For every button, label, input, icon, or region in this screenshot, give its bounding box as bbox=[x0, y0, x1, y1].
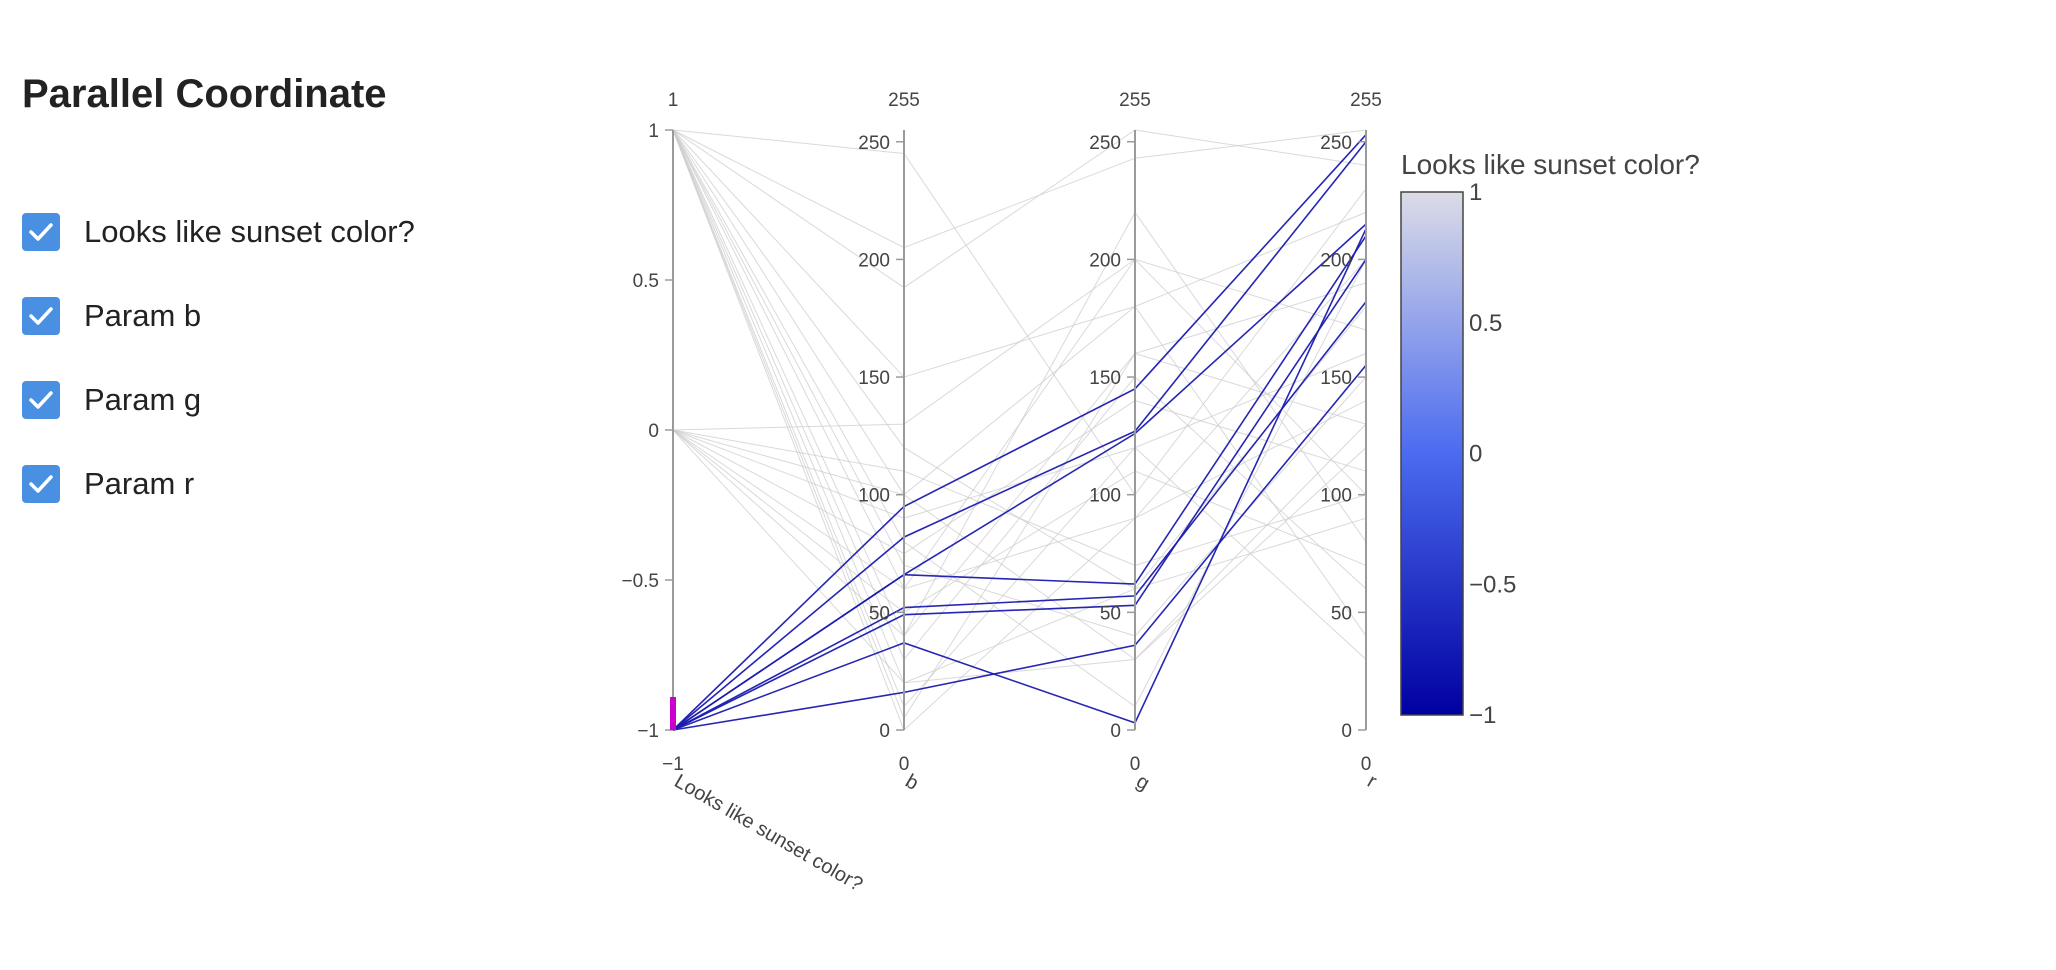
axis-min-label: 0 bbox=[1130, 754, 1141, 775]
tick-label: 1 bbox=[648, 121, 659, 142]
page-title: Parallel Coordinate bbox=[22, 72, 387, 116]
data-line bbox=[672, 228, 1367, 731]
data-line bbox=[672, 129, 1367, 590]
tick-label: 250 bbox=[1320, 133, 1352, 154]
tick-label: 200 bbox=[1089, 250, 1121, 271]
data-line bbox=[672, 129, 1367, 378]
checkmark-icon[interactable] bbox=[22, 381, 60, 419]
data-line bbox=[672, 400, 1367, 555]
data-line bbox=[672, 353, 1367, 519]
axis-max-label: 255 bbox=[1119, 90, 1151, 111]
axis-min-label: 0 bbox=[1361, 754, 1372, 775]
axis-title: Looks like sunset color? bbox=[671, 770, 867, 896]
data-line bbox=[672, 129, 1367, 720]
checkmark-icon[interactable] bbox=[22, 465, 60, 503]
tick-label: 0 bbox=[1110, 721, 1121, 742]
data-line bbox=[672, 223, 1367, 731]
checkbox-label: Looks like sunset color? bbox=[84, 214, 415, 249]
tick-label: 100 bbox=[1320, 486, 1352, 507]
data-line bbox=[672, 429, 1367, 684]
data-line bbox=[672, 129, 1367, 289]
data-line bbox=[672, 129, 1367, 637]
tick-label: 250 bbox=[858, 133, 890, 154]
data-line bbox=[672, 129, 1367, 731]
tick-label: 200 bbox=[858, 250, 890, 271]
tick-label: 0 bbox=[879, 721, 890, 742]
data-line bbox=[672, 429, 1367, 566]
tick-label: 50 bbox=[1100, 603, 1121, 624]
tick-label: 100 bbox=[858, 486, 890, 507]
checkbox-sunset[interactable]: Looks like sunset color? bbox=[22, 190, 415, 274]
tick-label: 50 bbox=[1331, 603, 1352, 624]
colorbar-tick-label: −0.5 bbox=[1469, 571, 1516, 598]
data-line bbox=[672, 134, 1367, 731]
colorbar-tick-label: 1 bbox=[1469, 179, 1482, 206]
tick-label: 150 bbox=[858, 368, 890, 389]
colorbar-tick-label: 0 bbox=[1469, 441, 1482, 468]
checkbox-label: Param r bbox=[84, 466, 195, 501]
data-line bbox=[672, 429, 1367, 614]
tick-label: 200 bbox=[1320, 250, 1352, 271]
dimension-checklist: Looks like sunset color? Param b Param g… bbox=[22, 190, 415, 526]
checkbox-param-r[interactable]: Param r bbox=[22, 442, 415, 526]
axis-max-label: 255 bbox=[888, 90, 920, 111]
tick-label: 50 bbox=[869, 603, 890, 624]
axis-max-label: 255 bbox=[1350, 90, 1382, 111]
tick-label: 0 bbox=[648, 421, 659, 442]
colorbar-tick-label: 0.5 bbox=[1469, 310, 1502, 337]
data-line bbox=[672, 301, 1367, 731]
data-line bbox=[672, 129, 1367, 590]
axis-min-label: −1 bbox=[662, 754, 684, 775]
data-line bbox=[672, 129, 1367, 708]
tick-label: 0 bbox=[1341, 721, 1352, 742]
data-line bbox=[672, 129, 1367, 637]
data-line bbox=[672, 258, 1367, 731]
colorbar-gradient bbox=[1400, 191, 1464, 716]
tick-label: 0.5 bbox=[633, 271, 659, 292]
data-line bbox=[672, 129, 1367, 708]
checkbox-param-b[interactable]: Param b bbox=[22, 274, 415, 358]
tick-label: 100 bbox=[1089, 486, 1121, 507]
tick-label: −0.5 bbox=[621, 571, 659, 592]
axis-min-label: 0 bbox=[899, 754, 910, 775]
axis-max-label: 1 bbox=[668, 90, 679, 111]
data-line bbox=[672, 423, 1367, 661]
checkbox-label: Param g bbox=[84, 382, 202, 417]
data-line bbox=[672, 352, 1367, 637]
data-line bbox=[672, 258, 1367, 431]
data-line bbox=[672, 129, 1367, 496]
checkmark-icon[interactable] bbox=[22, 297, 60, 335]
checkbox-param-g[interactable]: Param g bbox=[22, 358, 415, 442]
tick-label: 150 bbox=[1320, 368, 1352, 389]
tick-label: 150 bbox=[1089, 368, 1121, 389]
data-line bbox=[672, 141, 1367, 731]
checkbox-label: Param b bbox=[84, 298, 202, 333]
colorbar-title: Looks like sunset color? bbox=[1401, 149, 1700, 180]
data-line bbox=[672, 364, 1367, 731]
data-line bbox=[672, 129, 1367, 249]
data-line bbox=[672, 129, 1367, 638]
axis-brush[interactable] bbox=[670, 697, 676, 730]
tick-label: 250 bbox=[1089, 133, 1121, 154]
checkmark-icon[interactable] bbox=[22, 213, 60, 251]
colorbar-tick-label: −1 bbox=[1469, 702, 1496, 729]
data-line bbox=[672, 129, 1367, 684]
tick-label: −1 bbox=[637, 721, 659, 742]
